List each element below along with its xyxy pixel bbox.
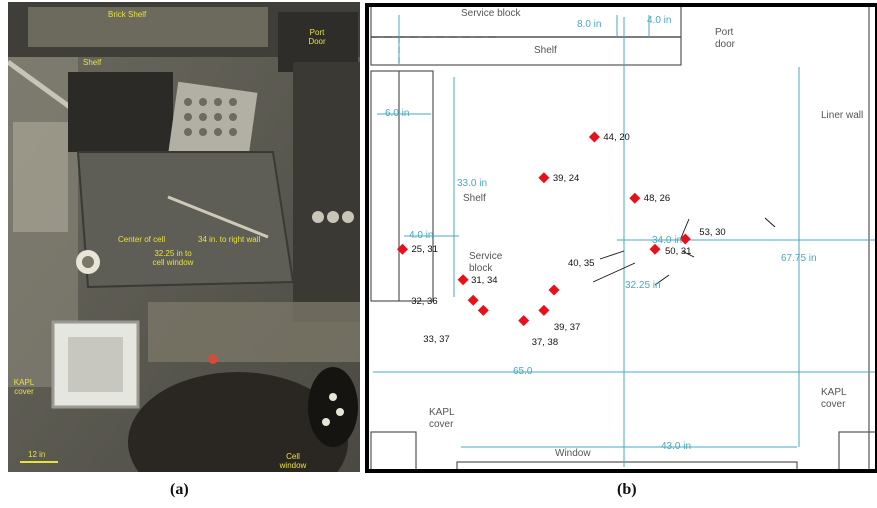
- measurement-point-12: [538, 304, 550, 316]
- measurement-point-4: [679, 233, 691, 245]
- measurement-point-label-5: 50, 31: [665, 246, 692, 258]
- dim-32-25-in: 32.25 in: [625, 280, 661, 291]
- measurement-point-label-4: 53, 30: [699, 227, 726, 238]
- kapl-cover-left-outline: [370, 431, 417, 469]
- measurement-point-label-2: 39, 24: [552, 172, 580, 184]
- measurement-point-3: [629, 192, 641, 204]
- window-label: Window: [555, 448, 591, 459]
- shelf-top-label: Shelf: [534, 45, 557, 56]
- measurement-point-1: [588, 131, 600, 143]
- measurement-point-6: [397, 243, 408, 255]
- window-outline: [456, 461, 798, 469]
- measurement-point-2: [538, 172, 550, 184]
- dim-6-in: 6.0 in: [385, 108, 410, 119]
- scale-bar-label: 12 in: [28, 450, 46, 459]
- shelf-left-label: Shelf: [463, 193, 486, 204]
- measurement-point-label-11: 37, 38: [531, 336, 559, 348]
- to-cell-window-label: 32.25 in to cell window: [152, 249, 194, 267]
- dim-4-in-shelf: 4.0 in: [409, 230, 434, 241]
- caption-b: (b): [617, 481, 637, 498]
- points-layer: [397, 131, 691, 327]
- liner-wall-label: Liner wall: [821, 110, 864, 121]
- port-door-label: Port Door: [308, 28, 326, 46]
- dim-8-in: 8.0 in: [577, 19, 602, 30]
- caption-a: (a): [170, 481, 189, 498]
- service-block-top-label: Service block: [461, 8, 521, 19]
- cell-window-label: Cell window: [279, 452, 307, 470]
- photo-panel: Brick Shelf Shelf Port Door Center of ce…: [8, 2, 360, 472]
- top-shelf-outline: [370, 36, 682, 66]
- kapl-cover-label: KAPL cover: [13, 378, 35, 396]
- to-right-wall-label: 34 in. to right wall: [198, 235, 261, 244]
- dim-4-in-top: 4.0 in: [647, 15, 672, 26]
- top-service-block-outline: [370, 7, 682, 38]
- left-shelf-outline: [370, 70, 434, 302]
- photo-scene: [8, 2, 360, 472]
- dim-33-in: 33.0 in: [457, 178, 488, 189]
- shelf-label: Shelf: [83, 58, 102, 67]
- brick-shelf-label: Brick Shelf: [108, 10, 147, 19]
- kapl-cover-right-label: KAPL cover: [821, 387, 847, 410]
- measurement-point-8: [457, 274, 469, 286]
- dim-65: 65.0: [513, 366, 533, 377]
- measurement-point-5: [649, 243, 661, 255]
- measurement-point-label-12: 39, 37: [553, 322, 581, 334]
- kapl-cover-right-outline: [838, 431, 875, 469]
- measurement-point-label-7: 40, 35: [568, 258, 595, 269]
- port-door-drawing-label: Port door: [715, 27, 736, 50]
- floor-plan: [370, 7, 875, 469]
- dim-43-in: 43.0 in: [661, 441, 692, 452]
- measurement-point-7: [548, 284, 560, 296]
- measurement-point-11: [518, 315, 530, 327]
- measurement-point-9: [467, 294, 479, 306]
- measurement-point-label-1: 44, 20: [603, 132, 630, 143]
- measurement-point-label-8: 31, 34: [471, 274, 498, 286]
- measurement-point-label-10: 33, 37: [423, 334, 450, 346]
- center-of-cell-label: Center of cell: [118, 235, 166, 244]
- kapl-cover-left-label: KAPL cover: [429, 407, 455, 430]
- drawing-panel: Service block Shelf Port door Liner wall…: [365, 3, 877, 473]
- measurement-point-label-6: 25, 31: [411, 244, 438, 256]
- measurement-point-10: [477, 304, 489, 316]
- service-block-left-label: Service block: [469, 251, 503, 274]
- dim-67-75-in: 67.75 in: [781, 253, 817, 264]
- measurement-point-label-9: 32, 36: [411, 296, 438, 308]
- dim-34-in: 34.0 in: [652, 235, 683, 246]
- measurement-point-label-3: 48, 26: [643, 193, 671, 205]
